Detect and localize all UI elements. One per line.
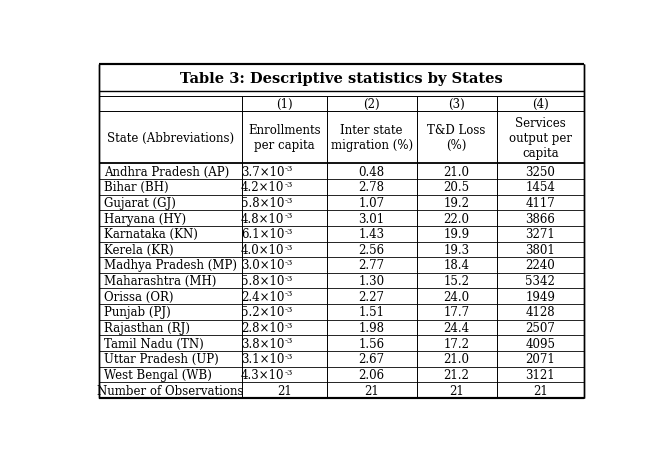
Text: -3: -3 bbox=[285, 212, 293, 220]
Text: 3801: 3801 bbox=[525, 243, 555, 256]
Text: 2.67: 2.67 bbox=[358, 353, 385, 365]
Text: 21: 21 bbox=[449, 384, 464, 397]
Text: 4.0×10: 4.0×10 bbox=[241, 243, 284, 256]
Text: Enrollments
per capita: Enrollments per capita bbox=[248, 124, 320, 152]
Text: 17.7: 17.7 bbox=[444, 306, 470, 318]
Text: 2.4×10: 2.4×10 bbox=[241, 290, 284, 303]
Text: Haryana (HY): Haryana (HY) bbox=[104, 212, 186, 225]
Text: -3: -3 bbox=[285, 243, 293, 251]
Text: 2.56: 2.56 bbox=[358, 243, 385, 256]
Text: 4117: 4117 bbox=[525, 197, 555, 209]
Text: Number of Observations: Number of Observations bbox=[97, 384, 244, 397]
Text: Maharashtra (MH): Maharashtra (MH) bbox=[104, 274, 216, 288]
Text: 3.8×10: 3.8×10 bbox=[241, 337, 284, 350]
Text: -3: -3 bbox=[285, 274, 293, 282]
Text: Table 3: Descriptive statistics by States: Table 3: Descriptive statistics by State… bbox=[180, 71, 503, 86]
Text: -3: -3 bbox=[285, 352, 293, 360]
Text: Services
output per
capita: Services output per capita bbox=[509, 116, 571, 160]
Text: 3.1×10: 3.1×10 bbox=[241, 353, 284, 365]
Text: 21: 21 bbox=[533, 384, 547, 397]
Text: -3: -3 bbox=[285, 305, 293, 313]
Text: 4095: 4095 bbox=[525, 337, 555, 350]
Text: Gujarat (GJ): Gujarat (GJ) bbox=[104, 197, 176, 209]
Text: 5.8×10: 5.8×10 bbox=[241, 274, 284, 288]
Text: -3: -3 bbox=[285, 228, 293, 235]
Text: Rajasthan (RJ): Rajasthan (RJ) bbox=[104, 321, 190, 334]
Text: 1.30: 1.30 bbox=[358, 274, 385, 288]
Text: 22.0: 22.0 bbox=[444, 212, 470, 225]
Text: Bihar (BH): Bihar (BH) bbox=[104, 181, 168, 194]
Text: -3: -3 bbox=[285, 181, 293, 189]
Text: 3.7×10: 3.7×10 bbox=[241, 165, 284, 178]
Text: 1.56: 1.56 bbox=[358, 337, 385, 350]
Text: Kerela (KR): Kerela (KR) bbox=[104, 243, 174, 256]
Text: -3: -3 bbox=[285, 196, 293, 204]
Text: 1949: 1949 bbox=[525, 290, 555, 303]
Text: 24.0: 24.0 bbox=[444, 290, 470, 303]
Text: Punjab (PJ): Punjab (PJ) bbox=[104, 306, 170, 318]
Text: 5.8×10: 5.8×10 bbox=[241, 197, 284, 209]
Text: 0.48: 0.48 bbox=[358, 165, 385, 178]
Text: 20.5: 20.5 bbox=[444, 181, 470, 194]
Text: 3271: 3271 bbox=[525, 228, 555, 241]
Text: 2.27: 2.27 bbox=[359, 290, 385, 303]
Text: Andhra Pradesh (AP): Andhra Pradesh (AP) bbox=[104, 165, 229, 178]
Text: Orissa (OR): Orissa (OR) bbox=[104, 290, 173, 303]
Text: 4.3×10: 4.3×10 bbox=[241, 368, 284, 381]
Text: 3866: 3866 bbox=[525, 212, 555, 225]
Text: 21: 21 bbox=[277, 384, 292, 397]
Text: West Bengal (WB): West Bengal (WB) bbox=[104, 368, 212, 381]
Text: 24.4: 24.4 bbox=[444, 321, 470, 334]
Text: (4): (4) bbox=[532, 98, 549, 111]
Text: 15.2: 15.2 bbox=[444, 274, 470, 288]
Text: 21.2: 21.2 bbox=[444, 368, 470, 381]
Text: 19.9: 19.9 bbox=[444, 228, 470, 241]
Text: 1.07: 1.07 bbox=[358, 197, 385, 209]
Text: -3: -3 bbox=[285, 321, 293, 329]
Text: 2071: 2071 bbox=[525, 353, 555, 365]
Text: 3.01: 3.01 bbox=[358, 212, 385, 225]
Text: -3: -3 bbox=[285, 165, 293, 173]
Text: 19.2: 19.2 bbox=[444, 197, 470, 209]
Text: -3: -3 bbox=[285, 290, 293, 298]
Text: 2.8×10: 2.8×10 bbox=[241, 321, 284, 334]
Text: 19.3: 19.3 bbox=[444, 243, 470, 256]
Text: -3: -3 bbox=[285, 258, 293, 267]
Text: 1454: 1454 bbox=[525, 181, 555, 194]
Text: 1.43: 1.43 bbox=[358, 228, 385, 241]
Text: 5342: 5342 bbox=[525, 274, 555, 288]
Text: 2240: 2240 bbox=[525, 259, 555, 272]
Text: State (Abbreviations): State (Abbreviations) bbox=[107, 131, 234, 145]
Text: 2.78: 2.78 bbox=[359, 181, 385, 194]
Text: (3): (3) bbox=[448, 98, 465, 111]
Text: 1.98: 1.98 bbox=[359, 321, 385, 334]
Text: 21.0: 21.0 bbox=[444, 353, 470, 365]
Text: 2.77: 2.77 bbox=[358, 259, 385, 272]
Text: 21: 21 bbox=[364, 384, 379, 397]
Text: T&D Loss
(%): T&D Loss (%) bbox=[428, 124, 486, 152]
Text: 2507: 2507 bbox=[525, 321, 555, 334]
Text: (1): (1) bbox=[276, 98, 292, 111]
Text: 2.06: 2.06 bbox=[358, 368, 385, 381]
Text: Uttar Pradesh (UP): Uttar Pradesh (UP) bbox=[104, 353, 218, 365]
Text: (2): (2) bbox=[364, 98, 380, 111]
Text: 6.1×10: 6.1×10 bbox=[241, 228, 284, 241]
Text: -3: -3 bbox=[285, 368, 293, 376]
Text: 3.0×10: 3.0×10 bbox=[241, 259, 284, 272]
Text: 18.4: 18.4 bbox=[444, 259, 470, 272]
Text: 4128: 4128 bbox=[525, 306, 555, 318]
Text: Karnataka (KN): Karnataka (KN) bbox=[104, 228, 198, 241]
Text: 1.51: 1.51 bbox=[359, 306, 385, 318]
Text: 4.2×10: 4.2×10 bbox=[241, 181, 284, 194]
Text: 4.8×10: 4.8×10 bbox=[241, 212, 284, 225]
Text: -3: -3 bbox=[285, 337, 293, 344]
Text: 21.0: 21.0 bbox=[444, 165, 470, 178]
Text: 17.2: 17.2 bbox=[444, 337, 470, 350]
Text: Madhya Pradesh (MP): Madhya Pradesh (MP) bbox=[104, 259, 237, 272]
Text: 3250: 3250 bbox=[525, 165, 555, 178]
Text: Inter state
migration (%): Inter state migration (%) bbox=[330, 124, 413, 152]
Text: Tamil Nadu (TN): Tamil Nadu (TN) bbox=[104, 337, 204, 350]
Text: 3121: 3121 bbox=[525, 368, 555, 381]
Text: 5.2×10: 5.2×10 bbox=[241, 306, 284, 318]
